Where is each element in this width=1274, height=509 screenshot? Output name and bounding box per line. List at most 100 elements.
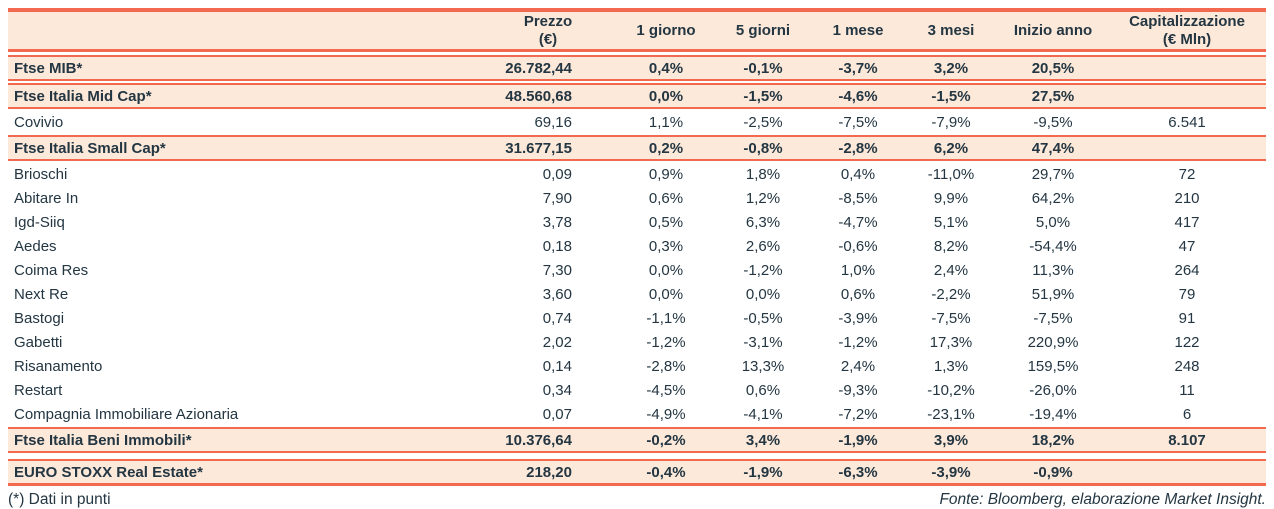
cell-inizio: 51,9% <box>1031 285 1075 303</box>
table-body: Ftse MIB* 26.782,44 0,4% -0,1% -3,7% 3,2% 20,5… <box>8 54 1266 487</box>
column-header-1-mese-label: 1 mese <box>832 21 884 39</box>
cell-g1: -2,8% <box>646 357 686 375</box>
cell-name: Ftse Italia Small Cap* <box>14 139 166 157</box>
cell-prezzo: 26.782,44 <box>505 59 572 77</box>
cell-inizio: 64,2% <box>1031 189 1075 207</box>
cell-m3: 3,2% <box>933 59 969 77</box>
column-header-inizio-anno-label: Inizio anno <box>1013 21 1093 39</box>
cell-g1: -4,9% <box>646 405 686 423</box>
cell-prezzo: 0,74 <box>542 309 572 327</box>
cell-g5: -0,1% <box>743 59 783 77</box>
cell-m3: -23,1% <box>927 405 975 423</box>
cell-g1: 0,5% <box>648 213 684 231</box>
cell-g1: -1,1% <box>646 309 686 327</box>
cell-g5: -1,9% <box>743 463 783 481</box>
cell-name: Ftse MIB* <box>14 59 83 77</box>
column-header-capitalizzazione-unit: (€ Mln) <box>1162 30 1212 48</box>
column-header-1-giorno: 1 giorno <box>618 22 714 40</box>
cell-m3: 6,2% <box>933 139 969 157</box>
stock-row: Covivio 69,16 1,1% -2,5% -7,5% -7,9% -9,5% 6.54… <box>8 110 1266 134</box>
cell-m3: 8,2% <box>933 237 969 255</box>
cell-g1: 0,4% <box>648 59 684 77</box>
stock-row: Restart 0,34 -4,5% 0,6% -9,3% -10,2% -26,0% 11 <box>8 378 1266 402</box>
cell-g5: -1,2% <box>743 261 783 279</box>
column-header-prezzo-label: Prezzo <box>523 12 573 30</box>
cell-cap: 72 <box>1178 165 1196 183</box>
cell-inizio: 5,0% <box>1035 213 1071 231</box>
cell-g5: 13,3% <box>741 357 785 375</box>
cell-cap: 264 <box>1174 261 1200 279</box>
cell-m1: -9,3% <box>838 381 878 399</box>
cell-inizio: 47,4% <box>1031 139 1075 157</box>
cell-inizio: -54,4% <box>1029 237 1077 255</box>
cell-g5: -3,1% <box>743 333 783 351</box>
cell-inizio: -7,5% <box>1033 309 1073 327</box>
column-header-1-mese: 1 mese <box>812 22 904 40</box>
cell-m3: -10,2% <box>927 381 975 399</box>
cell-name: Igd-Siiq <box>14 213 65 231</box>
cell-g1: -0,4% <box>646 463 686 481</box>
cell-g5: 6,3% <box>745 213 781 231</box>
footnote-dati-in-punti: (*) Dati in punti <box>8 491 111 508</box>
cell-m1: -0,6% <box>838 237 878 255</box>
stock-row: Brioschi 0,09 0,9% 1,8% 0,4% -11,0% 29,7% 72 <box>8 162 1266 186</box>
column-header-capitalizzazione: Capitalizzazione (€ Mln) <box>1108 13 1266 49</box>
table-header-row: Prezzo (€) 1 giorno 5 giorni 1 mese 3 me… <box>8 8 1266 52</box>
column-header-5-giorni-label: 5 giorni <box>735 21 791 39</box>
cell-prezzo: 7,30 <box>542 261 572 279</box>
cell-inizio: 159,5% <box>1027 357 1079 375</box>
cell-prezzo: 7,90 <box>542 189 572 207</box>
cell-name: Next Re <box>14 285 69 303</box>
stock-row: Bastogi 0,74 -1,1% -0,5% -3,9% -7,5% -7,5% 91 <box>8 306 1266 330</box>
cell-inizio: -26,0% <box>1029 381 1077 399</box>
cell-inizio: 220,9% <box>1027 333 1079 351</box>
cell-g5: 0,0% <box>745 285 781 303</box>
cell-inizio: -9,5% <box>1033 113 1073 131</box>
index-row: Ftse Italia Beni Immobili* 10.376,64 -0,2%… <box>8 427 1266 453</box>
cell-m3: -1,5% <box>931 87 971 105</box>
cell-m1: -3,7% <box>838 59 878 77</box>
cell-m3: -2,2% <box>931 285 971 303</box>
cell-m3: 9,9% <box>933 189 969 207</box>
cell-name: Compagnia Immobiliare Azionaria <box>14 405 239 423</box>
stock-row: Aedes 0,18 0,3% 2,6% -0,6% 8,2% -54,4% 47 <box>8 234 1266 258</box>
cell-cap: 91 <box>1178 309 1196 327</box>
cell-m1: -7,5% <box>838 113 878 131</box>
cell-name: Ftse Italia Mid Cap* <box>14 87 152 105</box>
cell-m1: 0,6% <box>840 285 876 303</box>
cell-m1: 0,4% <box>840 165 876 183</box>
cell-m1: -2,8% <box>838 139 878 157</box>
column-header-prezzo-unit: (€) <box>538 30 558 48</box>
cell-g1: 0,6% <box>648 189 684 207</box>
cell-cap: 248 <box>1174 357 1200 375</box>
cell-m1: -1,2% <box>838 333 878 351</box>
cell-g5: 1,2% <box>745 189 781 207</box>
cell-m3: 17,3% <box>929 333 973 351</box>
index-row: Ftse Italia Small Cap* 31.677,15 0,2% -0,8%… <box>8 135 1266 161</box>
cell-m3: -7,5% <box>931 309 971 327</box>
cell-g1: 0,0% <box>648 261 684 279</box>
index-row: Ftse MIB* 26.782,44 0,4% -0,1% -3,7% 3,2% 20,5… <box>8 55 1266 81</box>
index-row: Ftse Italia Mid Cap* 48.560,68 0,0% -1,5% -4… <box>8 83 1266 109</box>
cell-prezzo: 0,07 <box>542 405 572 423</box>
cell-prezzo: 0,14 <box>542 357 572 375</box>
cell-inizio: -19,4% <box>1029 405 1077 423</box>
cell-prezzo: 218,20 <box>526 463 572 481</box>
cell-name: EURO STOXX Real Estate* <box>14 463 203 481</box>
stock-row: Coima Res 7,30 0,0% -1,2% 1,0% 2,4% 11,3% 264 <box>8 258 1266 282</box>
cell-cap: 417 <box>1174 213 1200 231</box>
cell-g5: -0,8% <box>743 139 783 157</box>
cell-name: Bastogi <box>14 309 65 327</box>
cell-g5: 1,8% <box>745 165 781 183</box>
cell-g1: 0,2% <box>648 139 684 157</box>
cell-m1: -7,2% <box>838 405 878 423</box>
stock-row: Gabetti 2,02 -1,2% -3,1% -1,2% 17,3% 220,9% 122 <box>8 330 1266 354</box>
cell-prezzo: 10.376,64 <box>505 431 572 449</box>
column-header-inizio-anno: Inizio anno <box>998 22 1108 40</box>
source-credit: Fonte: Bloomberg, elaborazione Market In… <box>939 491 1266 508</box>
cell-g1: 1,1% <box>648 113 684 131</box>
cell-m3: -7,9% <box>931 113 971 131</box>
column-header-3-mesi-label: 3 mesi <box>927 21 975 39</box>
stock-row: Risanamento 0,14 -2,8% 13,3% 2,4% 1,3% 159,5% 2… <box>8 354 1266 378</box>
